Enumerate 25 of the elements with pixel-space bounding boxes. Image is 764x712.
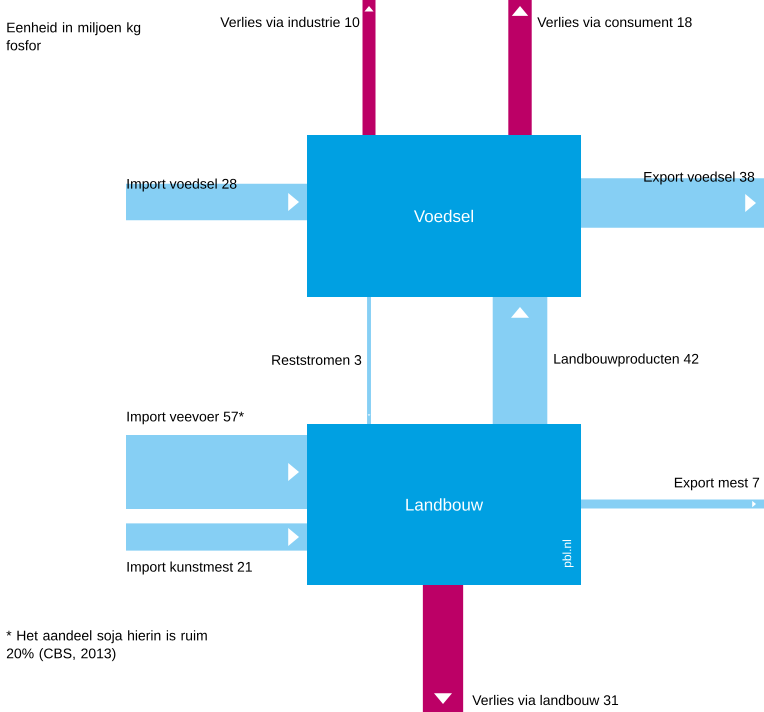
data-label: 21 <box>238 562 252 572</box>
data-label: 57* <box>224 412 244 422</box>
text: Voedsel <box>414 210 473 222</box>
category-label: Import veevoer <box>127 412 219 424</box>
category-label: Verlies via landbouw <box>472 694 600 706</box>
data-label: 42 <box>684 354 698 364</box>
text: Landbouw <box>406 498 484 511</box>
data-label: 3 <box>354 355 362 365</box>
data-label: 28 <box>222 178 236 189</box>
category-label: Landbouwproducten <box>554 354 679 366</box>
data-label: 10 <box>345 17 360 28</box>
data-label: 7 <box>752 478 760 488</box>
category-label: Verlies via consument <box>537 16 673 28</box>
data-label: 18 <box>678 17 692 28</box>
text: Eenheid in miljoen kg fosfor <box>6 22 140 50</box>
text: * Het aandeel soja hierin is ruim 20% (CBS, 2013) <box>6 630 207 662</box>
data-label: 31 <box>604 695 618 706</box>
category-label: Import voedsel <box>127 178 217 192</box>
category-label: Verlies via industrie <box>220 16 340 28</box>
text: pbl.nl <box>562 540 574 568</box>
category-label: Reststromen <box>272 355 350 365</box>
category-label: Import kunstmest <box>127 562 234 575</box>
category-label: Export mest <box>674 478 748 490</box>
category-label: Export voedsel <box>644 171 734 184</box>
data-label: 38 <box>740 172 754 182</box>
